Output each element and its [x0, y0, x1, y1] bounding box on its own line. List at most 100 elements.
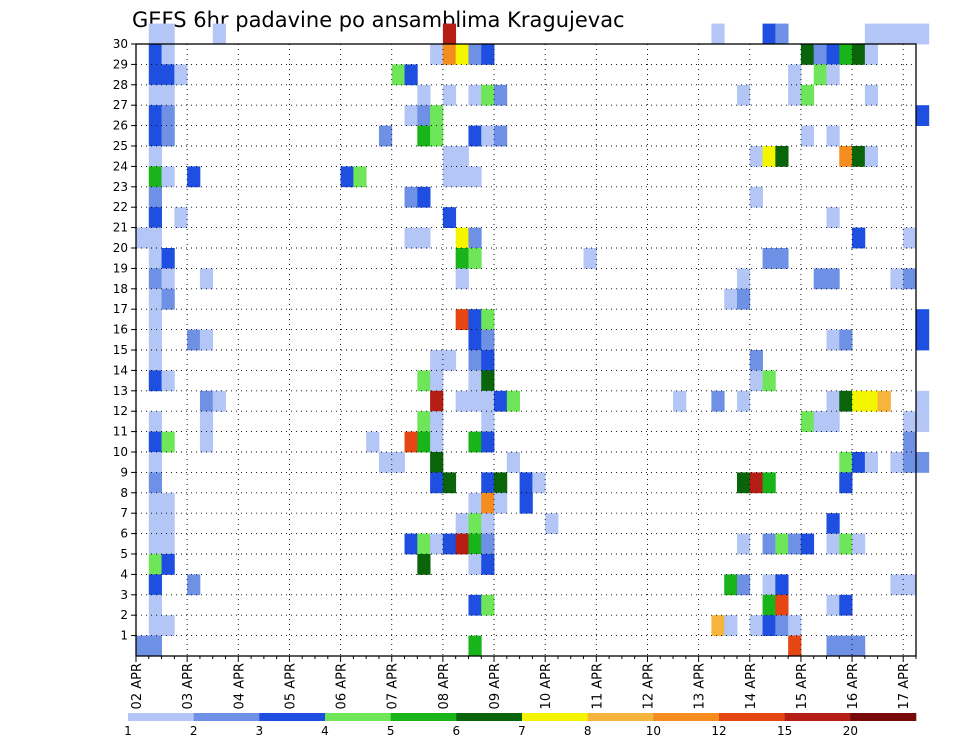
heatmap-cell [583, 248, 597, 269]
heatmap-cell [455, 44, 469, 65]
colorbar-swatch [850, 713, 917, 721]
heatmap-cell [148, 105, 162, 126]
heatmap-cell [749, 186, 763, 208]
heatmap-cell [442, 207, 457, 228]
heatmap-cell [353, 166, 367, 188]
heatmap-cell [161, 248, 175, 269]
heatmap-cell [404, 64, 418, 86]
heatmap-cell [340, 166, 354, 188]
colorbar-label: 7 [518, 724, 526, 738]
member-label: 30 [113, 37, 128, 51]
heatmap-cell [148, 329, 162, 351]
heatmap-cell [494, 84, 508, 106]
heatmap-cell [417, 105, 431, 126]
member-label: 25 [113, 139, 128, 153]
heatmap-cell [391, 452, 405, 473]
colorbar-label: 8 [584, 724, 592, 738]
colorbar-swatch [456, 713, 523, 721]
heatmap-cell [417, 533, 431, 555]
member-label: 15 [113, 343, 128, 357]
heatmap-cell [148, 615, 162, 636]
member-label: 5 [120, 547, 128, 561]
heatmap-cell [161, 268, 175, 290]
heatmap-cell [775, 533, 789, 555]
heatmap-cell [481, 431, 495, 453]
heatmap-cell [148, 492, 162, 514]
heatmap-cell [417, 431, 431, 453]
heatmap-cell [455, 513, 469, 534]
heatmap-cell [417, 186, 431, 208]
member-label: 27 [113, 98, 128, 112]
heatmap-cell [762, 615, 776, 636]
heatmap-cell [839, 635, 853, 657]
heatmap-cell [148, 84, 162, 106]
member-label: 2 [120, 608, 128, 622]
heatmap-cell [430, 411, 444, 432]
colorbar-swatch [653, 713, 720, 721]
heatmap-cell [148, 146, 162, 167]
date-label: 15 APR [795, 663, 810, 709]
date-label: 10 APR [539, 663, 554, 709]
heatmap-cell [800, 411, 815, 432]
heatmap-cell [916, 23, 930, 45]
heatmap-cell [903, 268, 917, 290]
heatmap-cell [852, 533, 866, 555]
heatmap-cell [378, 452, 393, 473]
heatmap-cell [775, 574, 789, 596]
heatmap-cell [494, 125, 508, 147]
heatmap-cell [468, 84, 482, 106]
heatmap-cell [187, 166, 201, 188]
heatmap-cell [468, 635, 482, 657]
heatmap-cell [148, 268, 162, 290]
colorbar: 1 2 3 4 5 6 7 8 10 12 15 20 [124, 713, 917, 738]
member-label: 28 [113, 78, 128, 92]
heatmap-cell [187, 329, 201, 351]
colorbar-label: 3 [256, 724, 264, 738]
date-label: 09 APR [488, 663, 503, 709]
heatmap-cell [442, 166, 457, 188]
heatmap-cell [430, 44, 444, 65]
heatmap-cell [161, 533, 175, 555]
heatmap-cell [161, 84, 175, 106]
date-label: 05 APR [283, 663, 298, 709]
heatmap-cell [148, 166, 162, 188]
heatmap-cell [813, 268, 827, 290]
member-label: 19 [113, 261, 128, 275]
heatmap-cell [417, 125, 431, 147]
heatmap-cell [161, 23, 175, 45]
heatmap-cell [442, 84, 457, 106]
heatmap-cell [161, 554, 175, 575]
heatmap-cell [775, 146, 789, 167]
heatmap-cell [442, 23, 457, 45]
heatmap-cell [161, 492, 175, 514]
member-label: 18 [113, 282, 128, 296]
heatmap-cell [749, 615, 763, 636]
heatmap-cell [455, 227, 469, 249]
heatmap-cell [455, 166, 469, 188]
heatmap-cell [455, 309, 469, 330]
heatmap-cell [148, 350, 162, 371]
heatmap-cell [916, 105, 930, 126]
heatmap-cell [903, 227, 917, 249]
heatmap-cell [481, 125, 495, 147]
heatmap-cell [673, 390, 687, 412]
heatmap-cell [430, 370, 444, 392]
heatmap-cell [161, 166, 175, 188]
heatmap-cell [468, 309, 482, 330]
heatmap-cell [404, 227, 418, 249]
chart-title: GEFS 6hr padavine po ansamblima Kragujev… [132, 8, 625, 32]
member-axis: 1234567891011121314151617181920212223242… [113, 37, 136, 643]
heatmap-cell [468, 533, 482, 555]
heatmap-cell [916, 309, 930, 330]
heatmap-cell [711, 390, 725, 412]
heatmap-cell [826, 207, 840, 228]
heatmap-cell [417, 411, 431, 432]
heatmap-cell [890, 452, 904, 473]
heatmap-cell [762, 248, 776, 269]
colorbar-label: 20 [843, 724, 858, 738]
heatmap-cell [161, 431, 175, 453]
heatmap-cell [378, 125, 393, 147]
heatmap-cell [775, 248, 789, 269]
member-label: 8 [120, 486, 128, 500]
heatmap-cell [468, 44, 482, 65]
